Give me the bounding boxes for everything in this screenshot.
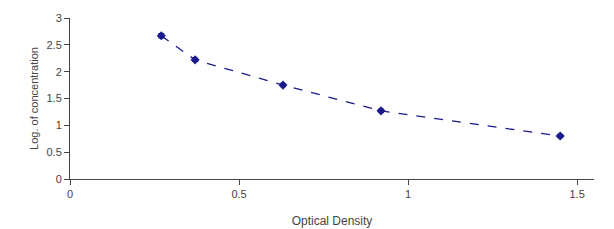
svg-text:1: 1: [405, 188, 411, 200]
svg-text:2.5: 2.5: [47, 39, 62, 51]
svg-text:3: 3: [56, 12, 62, 24]
svg-text:0: 0: [67, 188, 73, 200]
svg-text:Log. of concentration: Log. of concentration: [28, 47, 40, 150]
svg-text:0: 0: [56, 173, 62, 185]
svg-text:1.5: 1.5: [47, 92, 62, 104]
svg-text:1.5: 1.5: [569, 188, 584, 200]
svg-text:1: 1: [56, 119, 62, 131]
svg-text:0.5: 0.5: [231, 188, 246, 200]
svg-text:2: 2: [56, 66, 62, 78]
svg-text:Optical Density: Optical Density: [292, 214, 373, 228]
svg-text:0.5: 0.5: [47, 146, 62, 158]
